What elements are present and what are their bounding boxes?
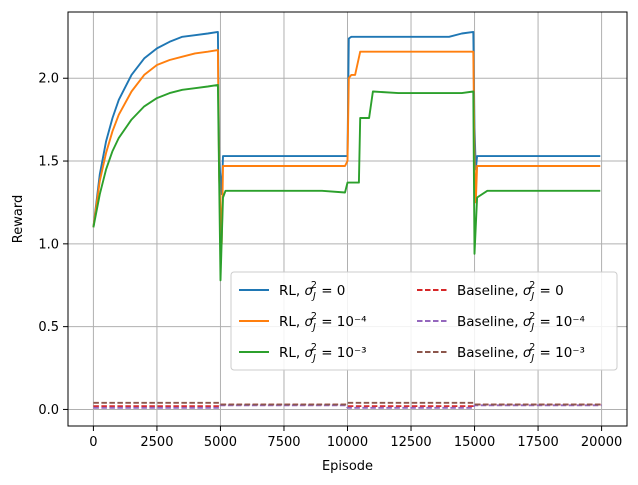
x-tick-label: 20000 xyxy=(581,435,622,450)
legend: RL, σJ2 = 0 RL, σJ2 = 10⁻⁴ RL, σJ2 = 10⁻³ B… xyxy=(230,271,618,371)
series-line-0 xyxy=(92,30,601,228)
series-line-1 xyxy=(92,49,601,245)
series-line-2 xyxy=(92,83,601,282)
legend-label-0: RL, σJ2 = 0 xyxy=(279,280,345,302)
x-tick-label: 2500 xyxy=(140,435,173,450)
y-tick-label: 2.0 xyxy=(38,72,59,87)
x-tick-label: 10000 xyxy=(327,435,368,450)
y-tick-label: 1.5 xyxy=(38,155,59,170)
x-tick-label: 15000 xyxy=(454,435,495,450)
legend-label-3: Baseline, σJ2 = 0 xyxy=(457,280,564,302)
legend-label-2: RL, σJ2 = 10⁻³ xyxy=(279,342,367,364)
x-tick-label: 5000 xyxy=(204,435,237,450)
legend-label-1: RL, σJ2 = 10⁻⁴ xyxy=(279,311,367,333)
series-lines xyxy=(92,30,602,409)
x-axis-label: Episode xyxy=(322,459,373,474)
y-axis-label: Reward xyxy=(11,195,26,243)
y-tick-label: 1.0 xyxy=(38,237,59,252)
legend-box xyxy=(230,271,618,371)
x-tick-label: 12500 xyxy=(390,435,431,450)
x-tick-label: 0 xyxy=(89,435,97,450)
y-tick-label: 0.5 xyxy=(38,320,59,335)
legend-label-4: Baseline, σJ2 = 10⁻⁴ xyxy=(457,311,585,333)
x-tick-label: 7500 xyxy=(267,435,300,450)
axis-ticks: 0 2500 5000 7500 10000 12500 15000 17500 20000 0.… xyxy=(38,72,622,450)
y-tick-label: 0.0 xyxy=(38,403,59,418)
x-tick-label: 17500 xyxy=(517,435,558,450)
legend-label-5: Baseline, σJ2 = 10⁻³ xyxy=(457,342,585,364)
series-line-4 xyxy=(93,404,602,409)
